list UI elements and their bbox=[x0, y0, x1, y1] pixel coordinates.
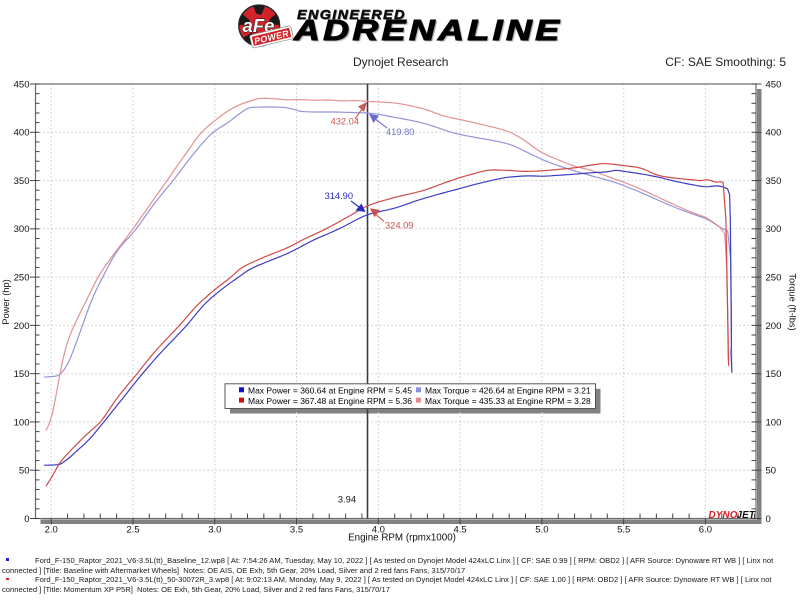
svg-text:Max Power = 367.48 at Engine R: Max Power = 367.48 at Engine RPM = 5.36 bbox=[248, 396, 412, 406]
svg-text:2.5: 2.5 bbox=[126, 525, 139, 536]
svg-text:Max Torque = 435.33 at Engine: Max Torque = 435.33 at Engine RPM = 3.28 bbox=[425, 396, 591, 406]
svg-text:3.5: 3.5 bbox=[290, 525, 303, 536]
svg-text:50: 50 bbox=[19, 466, 30, 477]
svg-text:400: 400 bbox=[766, 128, 782, 139]
svg-text:419.80: 419.80 bbox=[386, 127, 414, 137]
svg-text:Max Power = 360.64 at Engine R: Max Power = 360.64 at Engine RPM = 5.45 bbox=[248, 386, 412, 396]
svg-text:3.0: 3.0 bbox=[208, 525, 221, 536]
svg-text:0: 0 bbox=[766, 514, 771, 525]
svg-text:200: 200 bbox=[766, 321, 782, 332]
svg-text:100: 100 bbox=[766, 417, 782, 428]
svg-text:400: 400 bbox=[14, 128, 30, 139]
svg-text:3.94: 3.94 bbox=[338, 495, 356, 505]
svg-text:Engine RPM (rpmx1000): Engine RPM (rpmx1000) bbox=[348, 533, 456, 544]
svg-text:324.09: 324.09 bbox=[385, 221, 413, 231]
svg-text:300: 300 bbox=[766, 224, 782, 235]
svg-text:50: 50 bbox=[766, 466, 777, 477]
svg-text:6.0: 6.0 bbox=[699, 525, 712, 536]
svg-text:250: 250 bbox=[14, 273, 30, 284]
svg-text:Torque (ft-lbs): Torque (ft-lbs) bbox=[788, 273, 798, 330]
svg-text:JET: JET bbox=[737, 510, 756, 521]
svg-text:DYNO: DYNO bbox=[709, 510, 738, 521]
svg-text:350: 350 bbox=[14, 176, 30, 187]
svg-text:432.04: 432.04 bbox=[331, 117, 359, 127]
svg-text:5.5: 5.5 bbox=[617, 525, 630, 536]
svg-text:Power (hp): Power (hp) bbox=[1, 279, 11, 324]
svg-text:450: 450 bbox=[766, 79, 782, 90]
svg-text:Max Torque = 426.64 at Engine: Max Torque = 426.64 at Engine RPM = 3.21 bbox=[425, 386, 591, 396]
svg-text:100: 100 bbox=[14, 417, 30, 428]
svg-text:200: 200 bbox=[14, 321, 30, 332]
svg-text:150: 150 bbox=[766, 369, 782, 380]
svg-text:2.0: 2.0 bbox=[45, 525, 58, 536]
svg-text:4.0: 4.0 bbox=[372, 525, 385, 536]
svg-text:350: 350 bbox=[766, 176, 782, 187]
svg-text:5.0: 5.0 bbox=[535, 525, 548, 536]
svg-text:0: 0 bbox=[24, 514, 29, 525]
svg-text:150: 150 bbox=[14, 369, 30, 380]
svg-text:4.5: 4.5 bbox=[453, 525, 466, 536]
svg-text:®: ® bbox=[281, 7, 285, 14]
svg-text:314.90: 314.90 bbox=[325, 191, 353, 201]
svg-text:450: 450 bbox=[14, 79, 30, 90]
svg-text:250: 250 bbox=[766, 273, 782, 284]
svg-text:300: 300 bbox=[14, 224, 30, 235]
